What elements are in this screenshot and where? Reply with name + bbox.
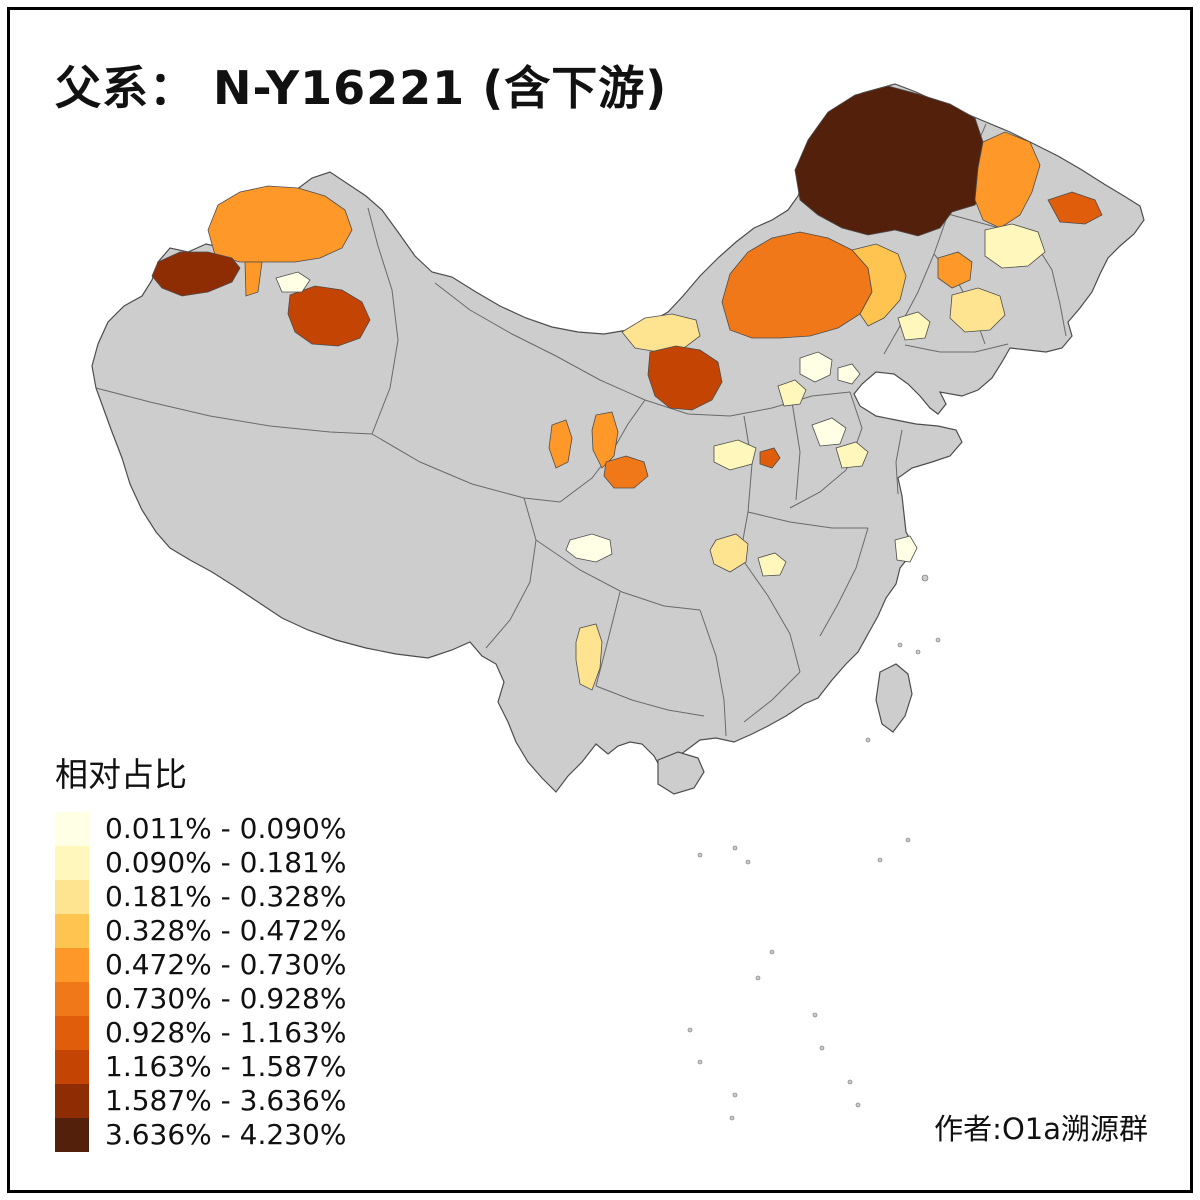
legend-swatch (55, 1084, 89, 1118)
legend-item-label: 0.011% - 0.090% (105, 812, 347, 845)
map-region (548, 419, 573, 469)
legend-swatch (55, 1016, 89, 1050)
legend-item-label: 0.472% - 0.730% (105, 948, 347, 981)
legend-item-label: 0.090% - 0.181% (105, 846, 347, 879)
map-region (575, 623, 603, 691)
map-region (647, 345, 723, 411)
legend-item-label: 1.163% - 1.587% (105, 1050, 347, 1083)
map-region (984, 223, 1046, 269)
map-region (621, 313, 701, 353)
map-region (151, 251, 241, 297)
legend-swatch (55, 948, 89, 982)
legend-item-label: 1.587% - 3.636% (105, 1084, 347, 1117)
legend: 相对占比 0.011% - 0.090% 0.090% - 0.181% 0.1… (55, 748, 346, 1152)
legend-item: 0.730% - 0.928% (55, 982, 346, 1016)
colored-regions (151, 85, 1103, 691)
legend-item-label: 3.636% - 4.230% (105, 1118, 347, 1151)
legend-title: 相对占比 (55, 755, 187, 794)
map-region (799, 351, 833, 383)
map-region (709, 533, 749, 573)
legend-swatch (55, 846, 89, 880)
legend-swatch (55, 812, 89, 846)
map-region (207, 185, 353, 263)
legend-item: 0.090% - 0.181% (55, 846, 346, 880)
legend-item: 3.636% - 4.230% (55, 1118, 346, 1152)
map-region (811, 417, 847, 447)
legend-item: 0.928% - 1.163% (55, 1016, 346, 1050)
legend-item: 0.472% - 0.730% (55, 948, 346, 982)
map-region (244, 261, 263, 297)
map-region (835, 441, 869, 469)
map-region (949, 287, 1006, 333)
legend-swatch (55, 1050, 89, 1084)
map-region (603, 455, 649, 489)
map-region (757, 552, 787, 577)
legend-item: 0.328% - 0.472% (55, 914, 346, 948)
legend-item: 1.587% - 3.636% (55, 1084, 346, 1118)
legend-swatch (55, 914, 89, 948)
taiwan-island-shape (875, 663, 913, 733)
legend-item-label: 0.730% - 0.928% (105, 982, 347, 1015)
legend-item: 1.163% - 1.587% (55, 1050, 346, 1084)
hainan-island-shape (657, 751, 705, 795)
map-region (713, 439, 757, 471)
map-region (851, 243, 907, 327)
map-region (777, 379, 807, 407)
legend-item: 0.011% - 0.090% (55, 812, 346, 846)
page-title: 父系： N-Y16221 (含下游) (55, 61, 668, 115)
map-region (287, 285, 371, 347)
legend-swatch (55, 880, 89, 914)
island-specks (687, 574, 941, 1121)
legend-item: 0.181% - 0.328% (55, 880, 346, 914)
legend-item-label: 0.328% - 0.472% (105, 914, 347, 947)
map-region (565, 533, 613, 563)
map-region (1047, 191, 1103, 225)
map-region (974, 131, 1041, 229)
map-region (937, 251, 973, 289)
legend-swatch (55, 1118, 89, 1152)
map-region (837, 363, 861, 385)
map-region (759, 447, 781, 469)
legend-item-label: 0.181% - 0.328% (105, 880, 347, 913)
author-credit: 作者:O1a溯源群 (934, 1112, 1148, 1146)
legend-swatch (55, 982, 89, 1016)
legend-item-label: 0.928% - 1.163% (105, 1016, 347, 1049)
map-region (894, 535, 918, 563)
map-region (897, 311, 931, 341)
map-region (275, 271, 311, 293)
